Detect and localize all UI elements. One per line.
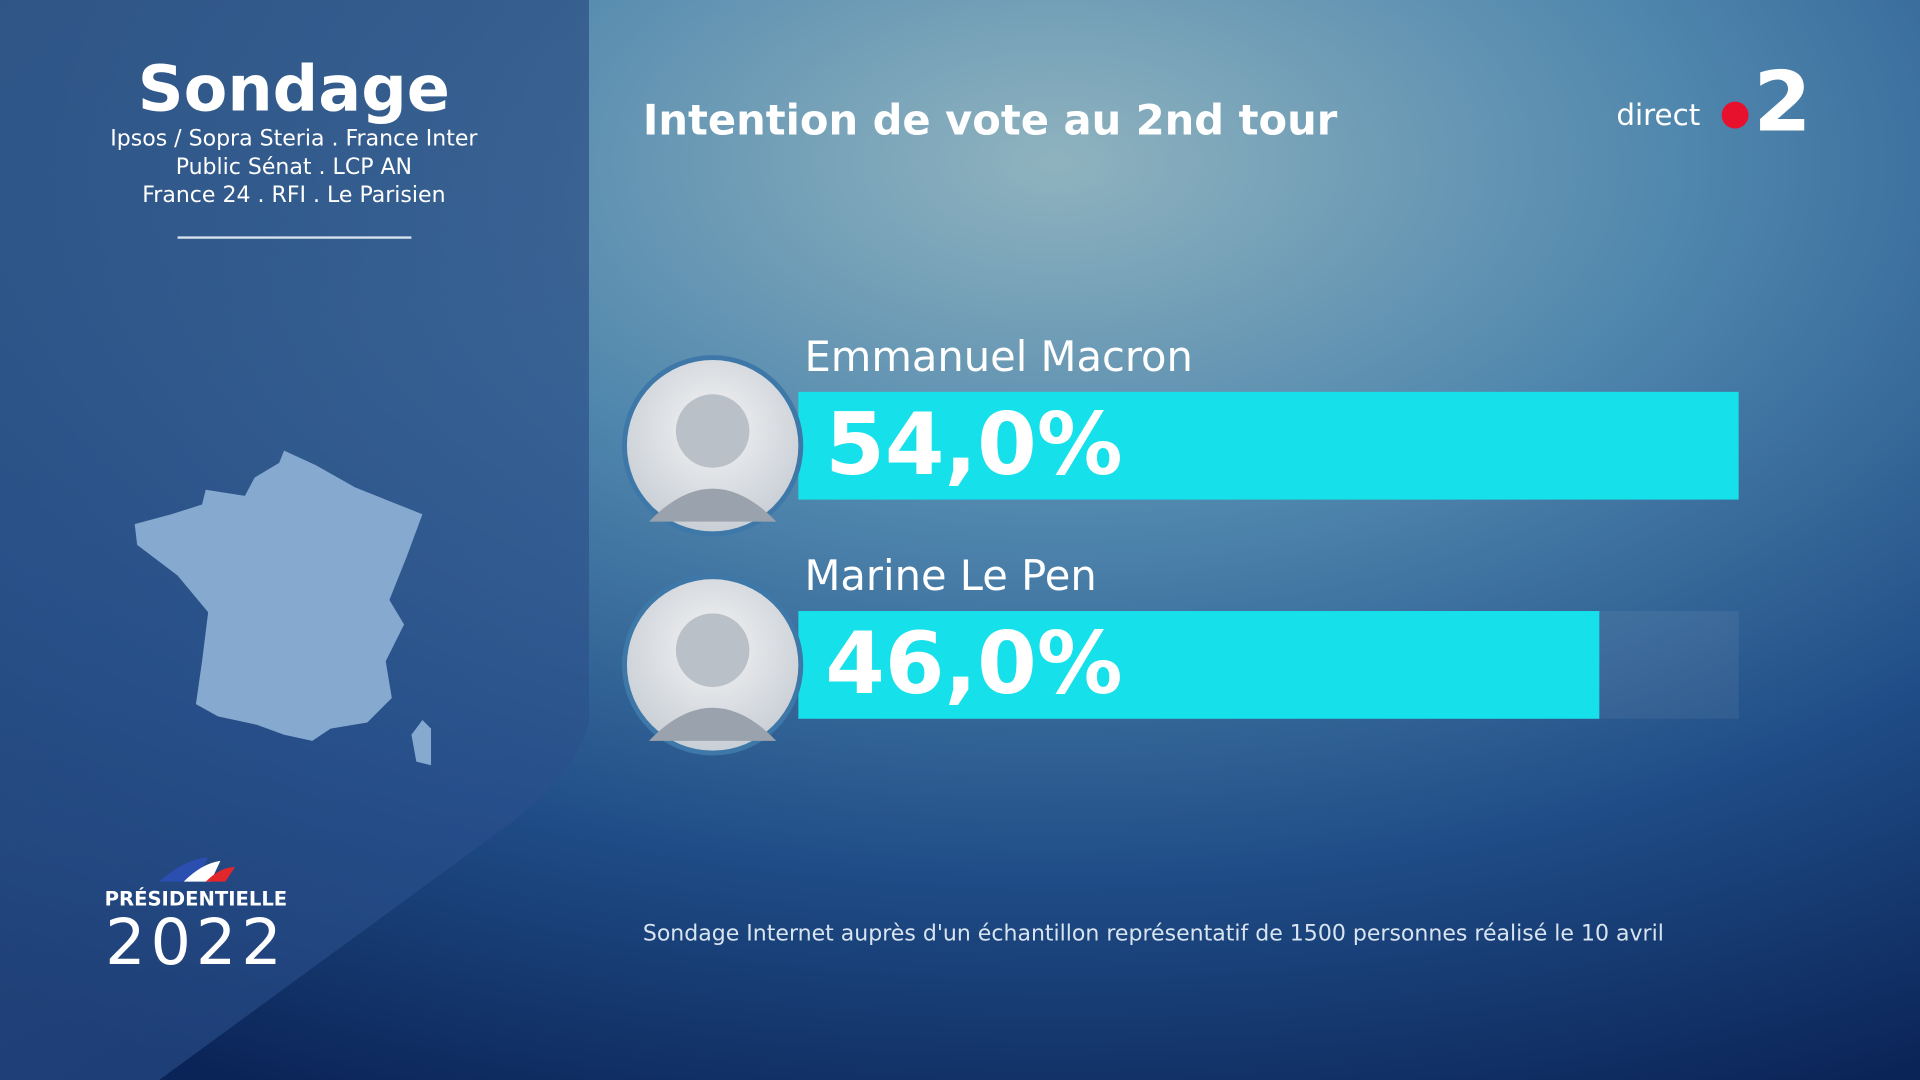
- photo-shoulders: [648, 707, 777, 741]
- live-dot: [1721, 101, 1749, 129]
- bar-chart: Emmanuel Macron 54,0% Marine Le Pen 46,0%: [622, 332, 1739, 756]
- channel-number: 2: [1753, 54, 1811, 151]
- bar: [798, 391, 1739, 500]
- candidate-name: Marine Le Pen: [804, 551, 1096, 600]
- france-map: [134, 450, 432, 766]
- value-label: 46,0%: [825, 614, 1122, 714]
- candidate-name: Emmanuel Macron: [804, 332, 1192, 381]
- panel-source: Ipsos / Sopra Steria . France Inter: [110, 127, 478, 152]
- panel-source: Public Sénat . LCP AN: [176, 155, 412, 180]
- photo-head: [675, 394, 750, 468]
- chart-title: Intention de vote au 2nd tour: [643, 96, 1338, 145]
- photo-shoulders: [648, 488, 777, 522]
- footnote: Sondage Internet auprès d'un échantillon…: [643, 921, 1664, 946]
- photo-head: [675, 613, 750, 687]
- channel-label: direct: [1616, 98, 1700, 132]
- value-label: 54,0%: [825, 395, 1122, 495]
- election-logo: [159, 857, 236, 882]
- panel-source: France 24 . RFI . Le Parisien: [142, 183, 445, 208]
- panel-title: Sondage: [138, 53, 450, 127]
- bar: [798, 611, 1600, 719]
- election-label: PRÉSIDENTIELLE: [105, 888, 288, 911]
- election-year: 2022: [105, 906, 287, 980]
